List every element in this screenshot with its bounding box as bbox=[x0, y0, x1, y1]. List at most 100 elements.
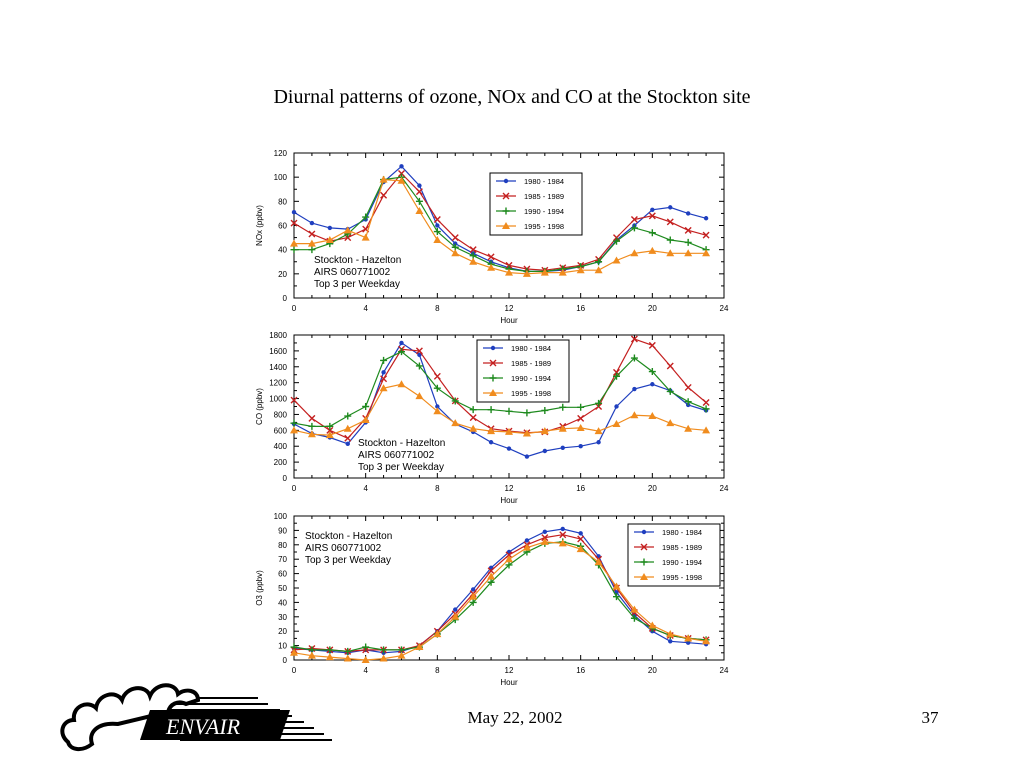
data-point bbox=[685, 211, 691, 216]
data-point bbox=[451, 249, 460, 257]
data-point bbox=[594, 558, 603, 566]
data-point bbox=[612, 256, 621, 264]
data-point bbox=[451, 612, 460, 620]
data-point bbox=[540, 537, 549, 545]
legend-label: 1990 - 1994 bbox=[524, 207, 564, 216]
data-point bbox=[684, 634, 693, 642]
logo-text: ENVAIR bbox=[165, 714, 241, 739]
legend-label: 1980 - 1984 bbox=[662, 528, 702, 537]
x-tick-label: 24 bbox=[720, 666, 729, 675]
y-tick-label: 100 bbox=[274, 512, 288, 521]
data-point bbox=[523, 409, 531, 417]
data-point bbox=[361, 233, 370, 241]
y-tick-label: 1000 bbox=[269, 395, 287, 404]
data-point bbox=[666, 419, 675, 427]
y-tick-label: 20 bbox=[278, 270, 287, 279]
data-point bbox=[469, 246, 477, 254]
data-point bbox=[576, 423, 585, 431]
data-point bbox=[648, 212, 656, 220]
data-point bbox=[362, 213, 370, 221]
data-point bbox=[666, 630, 675, 638]
data-point bbox=[290, 396, 298, 404]
data-point bbox=[417, 183, 422, 188]
data-point bbox=[685, 640, 691, 645]
data-point bbox=[630, 335, 638, 343]
data-point bbox=[668, 205, 673, 210]
data-point bbox=[612, 582, 621, 590]
y-tick-label: 1600 bbox=[269, 347, 287, 356]
data-point bbox=[379, 654, 388, 662]
logo-banner bbox=[140, 710, 290, 740]
data-point bbox=[522, 543, 531, 551]
envair-logo: ENVAIR bbox=[60, 683, 332, 751]
data-point bbox=[541, 534, 549, 542]
legend-label: 1995 - 1998 bbox=[524, 222, 564, 231]
y-tick-label: 50 bbox=[278, 584, 287, 593]
data-point bbox=[630, 354, 638, 362]
x-tick-label: 12 bbox=[505, 304, 514, 313]
data-point bbox=[453, 607, 458, 612]
data-point bbox=[307, 651, 316, 659]
data-point bbox=[433, 236, 442, 243]
data-point bbox=[648, 229, 656, 237]
data-point bbox=[684, 424, 693, 432]
data-point bbox=[290, 246, 298, 254]
legend-marker bbox=[490, 345, 496, 351]
x-axis-label: Hour bbox=[500, 678, 518, 687]
legend-marker bbox=[502, 222, 510, 229]
data-point bbox=[630, 605, 639, 613]
data-point bbox=[505, 268, 513, 276]
data-point bbox=[522, 269, 531, 277]
data-point bbox=[578, 444, 583, 449]
data-point bbox=[650, 207, 655, 212]
series-line bbox=[294, 176, 707, 272]
data-point bbox=[560, 445, 565, 451]
y-tick-label: 1200 bbox=[269, 379, 287, 388]
data-point bbox=[379, 175, 388, 183]
data-point bbox=[399, 340, 404, 346]
page-number: 37 bbox=[921, 708, 939, 727]
data-point bbox=[577, 535, 585, 543]
chart-panel-1: 0 4 8 12 16 20 24 0 20 40 60 80 100 120 Hour NOx (ppbv)… bbox=[255, 149, 729, 325]
chart-panel-3: 0 4 8 12 16 20 24 0 10 20 30 40 50 60 70 80 90 100 Hour O3 … bbox=[255, 512, 729, 687]
data-point bbox=[648, 341, 656, 349]
data-point bbox=[451, 234, 459, 242]
data-point bbox=[630, 249, 639, 257]
data-point bbox=[596, 440, 601, 445]
y-tick-label: 20 bbox=[278, 627, 287, 636]
data-point bbox=[558, 539, 567, 547]
data-point bbox=[451, 419, 460, 427]
data-point bbox=[702, 399, 710, 407]
data-point bbox=[541, 406, 549, 414]
data-point bbox=[487, 263, 496, 271]
y-axis-label: NOx (ppbv) bbox=[255, 205, 264, 246]
data-point bbox=[613, 593, 620, 601]
data-point bbox=[399, 164, 404, 169]
data-point bbox=[379, 384, 388, 392]
data-point bbox=[433, 630, 442, 638]
data-point bbox=[326, 646, 334, 654]
y-tick-label: 600 bbox=[274, 426, 288, 435]
y-tick-label: 90 bbox=[278, 526, 287, 535]
data-point bbox=[451, 397, 459, 405]
data-point bbox=[650, 382, 655, 387]
data-point bbox=[469, 257, 478, 265]
data-point bbox=[578, 531, 583, 536]
data-point bbox=[308, 230, 316, 238]
data-point bbox=[415, 207, 424, 214]
x-tick-label: 20 bbox=[648, 484, 657, 493]
y-tick-label: 0 bbox=[283, 656, 288, 665]
x-axis-label: Hour bbox=[500, 316, 518, 325]
data-point bbox=[308, 414, 316, 422]
x-tick-label: 24 bbox=[720, 304, 729, 313]
series-line bbox=[293, 342, 707, 458]
y-tick-label: 0 bbox=[283, 474, 288, 483]
data-point bbox=[630, 411, 639, 419]
data-point bbox=[666, 362, 674, 370]
data-point bbox=[559, 531, 567, 539]
series-1995-1998 bbox=[290, 537, 711, 663]
data-point bbox=[558, 424, 567, 432]
data-point bbox=[435, 223, 440, 228]
y-axis-label: CO (ppbv) bbox=[255, 388, 264, 425]
